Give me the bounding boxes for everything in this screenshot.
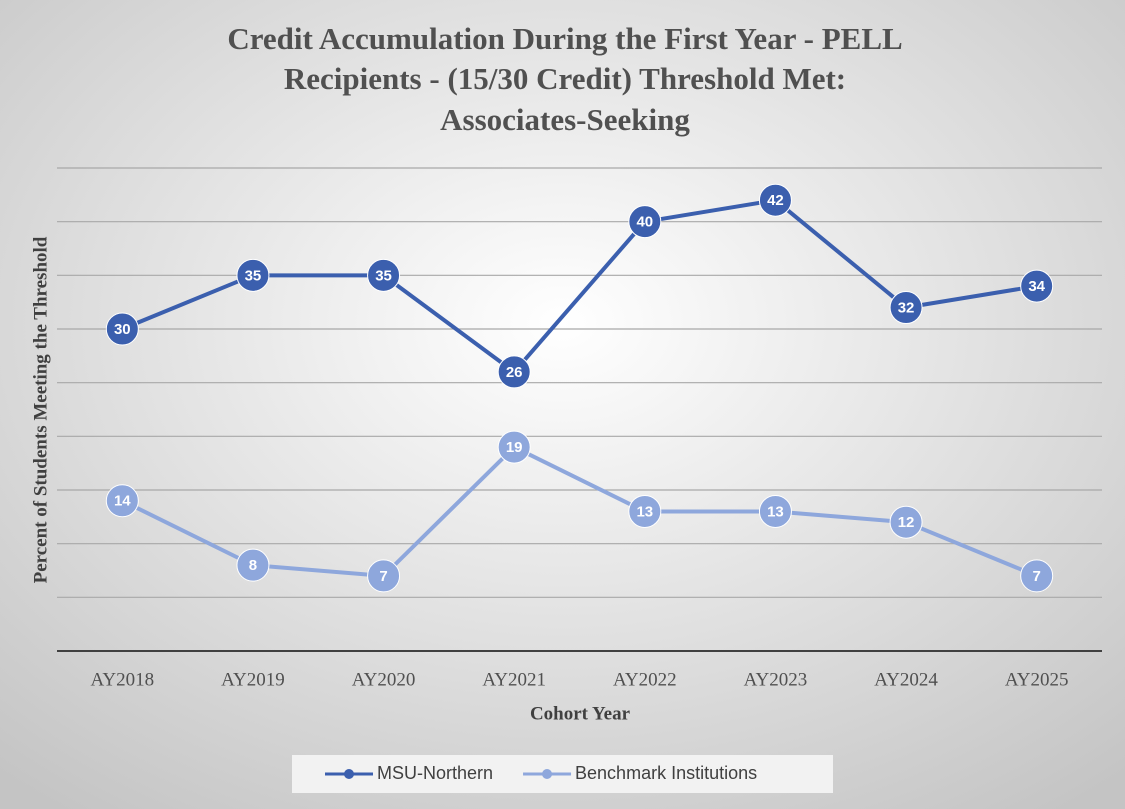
data-label: 32 — [898, 300, 915, 317]
point — [1020, 269, 1054, 303]
legend-marker — [344, 769, 354, 779]
data-label: 35 — [245, 267, 262, 284]
point — [889, 291, 923, 325]
point — [236, 258, 270, 292]
x-tick-label: AY2024 — [874, 669, 938, 690]
point — [497, 430, 531, 464]
y-axis-label: Percent of Students Meeting the Threshol… — [30, 236, 51, 583]
x-tick-label: AY2019 — [221, 669, 285, 690]
point — [236, 548, 270, 582]
data-label: 26 — [506, 364, 523, 381]
x-tick-label: AY2021 — [482, 669, 546, 690]
legend-label: MSU-Northern — [377, 763, 493, 783]
legend-label: Benchmark Institutions — [575, 763, 757, 783]
x-tick-label: AY2022 — [613, 669, 677, 690]
chart-title: Recipients - (15/30 Credit) Threshold Me… — [284, 61, 846, 96]
point — [367, 258, 401, 292]
series-line — [121, 198, 1038, 374]
data-label: 8 — [249, 557, 257, 574]
point — [497, 355, 531, 389]
x-tick-label: AY2018 — [90, 669, 154, 690]
data-label: 12 — [898, 514, 915, 531]
data-label: 40 — [636, 214, 653, 231]
x-tick-label: AY2025 — [1005, 669, 1069, 690]
point — [105, 312, 139, 346]
data-label: 19 — [506, 439, 523, 456]
point — [105, 484, 139, 518]
data-label: 35 — [375, 267, 392, 284]
data-label: 13 — [767, 503, 784, 520]
point — [628, 494, 662, 528]
x-axis-label: Cohort Year — [530, 703, 631, 724]
point — [758, 494, 792, 528]
point — [628, 205, 662, 239]
legend-marker — [542, 769, 553, 779]
data-label: 14 — [114, 493, 131, 510]
data-label: 30 — [114, 321, 131, 338]
x-tick-label: AY2023 — [744, 669, 808, 690]
data-label: 7 — [1033, 568, 1041, 585]
data-label: 13 — [636, 503, 653, 520]
series-line — [121, 445, 1038, 578]
point — [367, 559, 401, 593]
data-label: 7 — [379, 568, 387, 585]
x-tick-label: AY2020 — [352, 669, 416, 690]
point — [1020, 559, 1054, 593]
point — [758, 183, 792, 217]
chart-title: Associates-Seeking — [440, 102, 690, 137]
data-label: 42 — [767, 192, 784, 209]
data-label: 34 — [1028, 278, 1045, 295]
chart-title: Credit Accumulation During the First Yea… — [227, 21, 902, 56]
point — [889, 505, 923, 539]
